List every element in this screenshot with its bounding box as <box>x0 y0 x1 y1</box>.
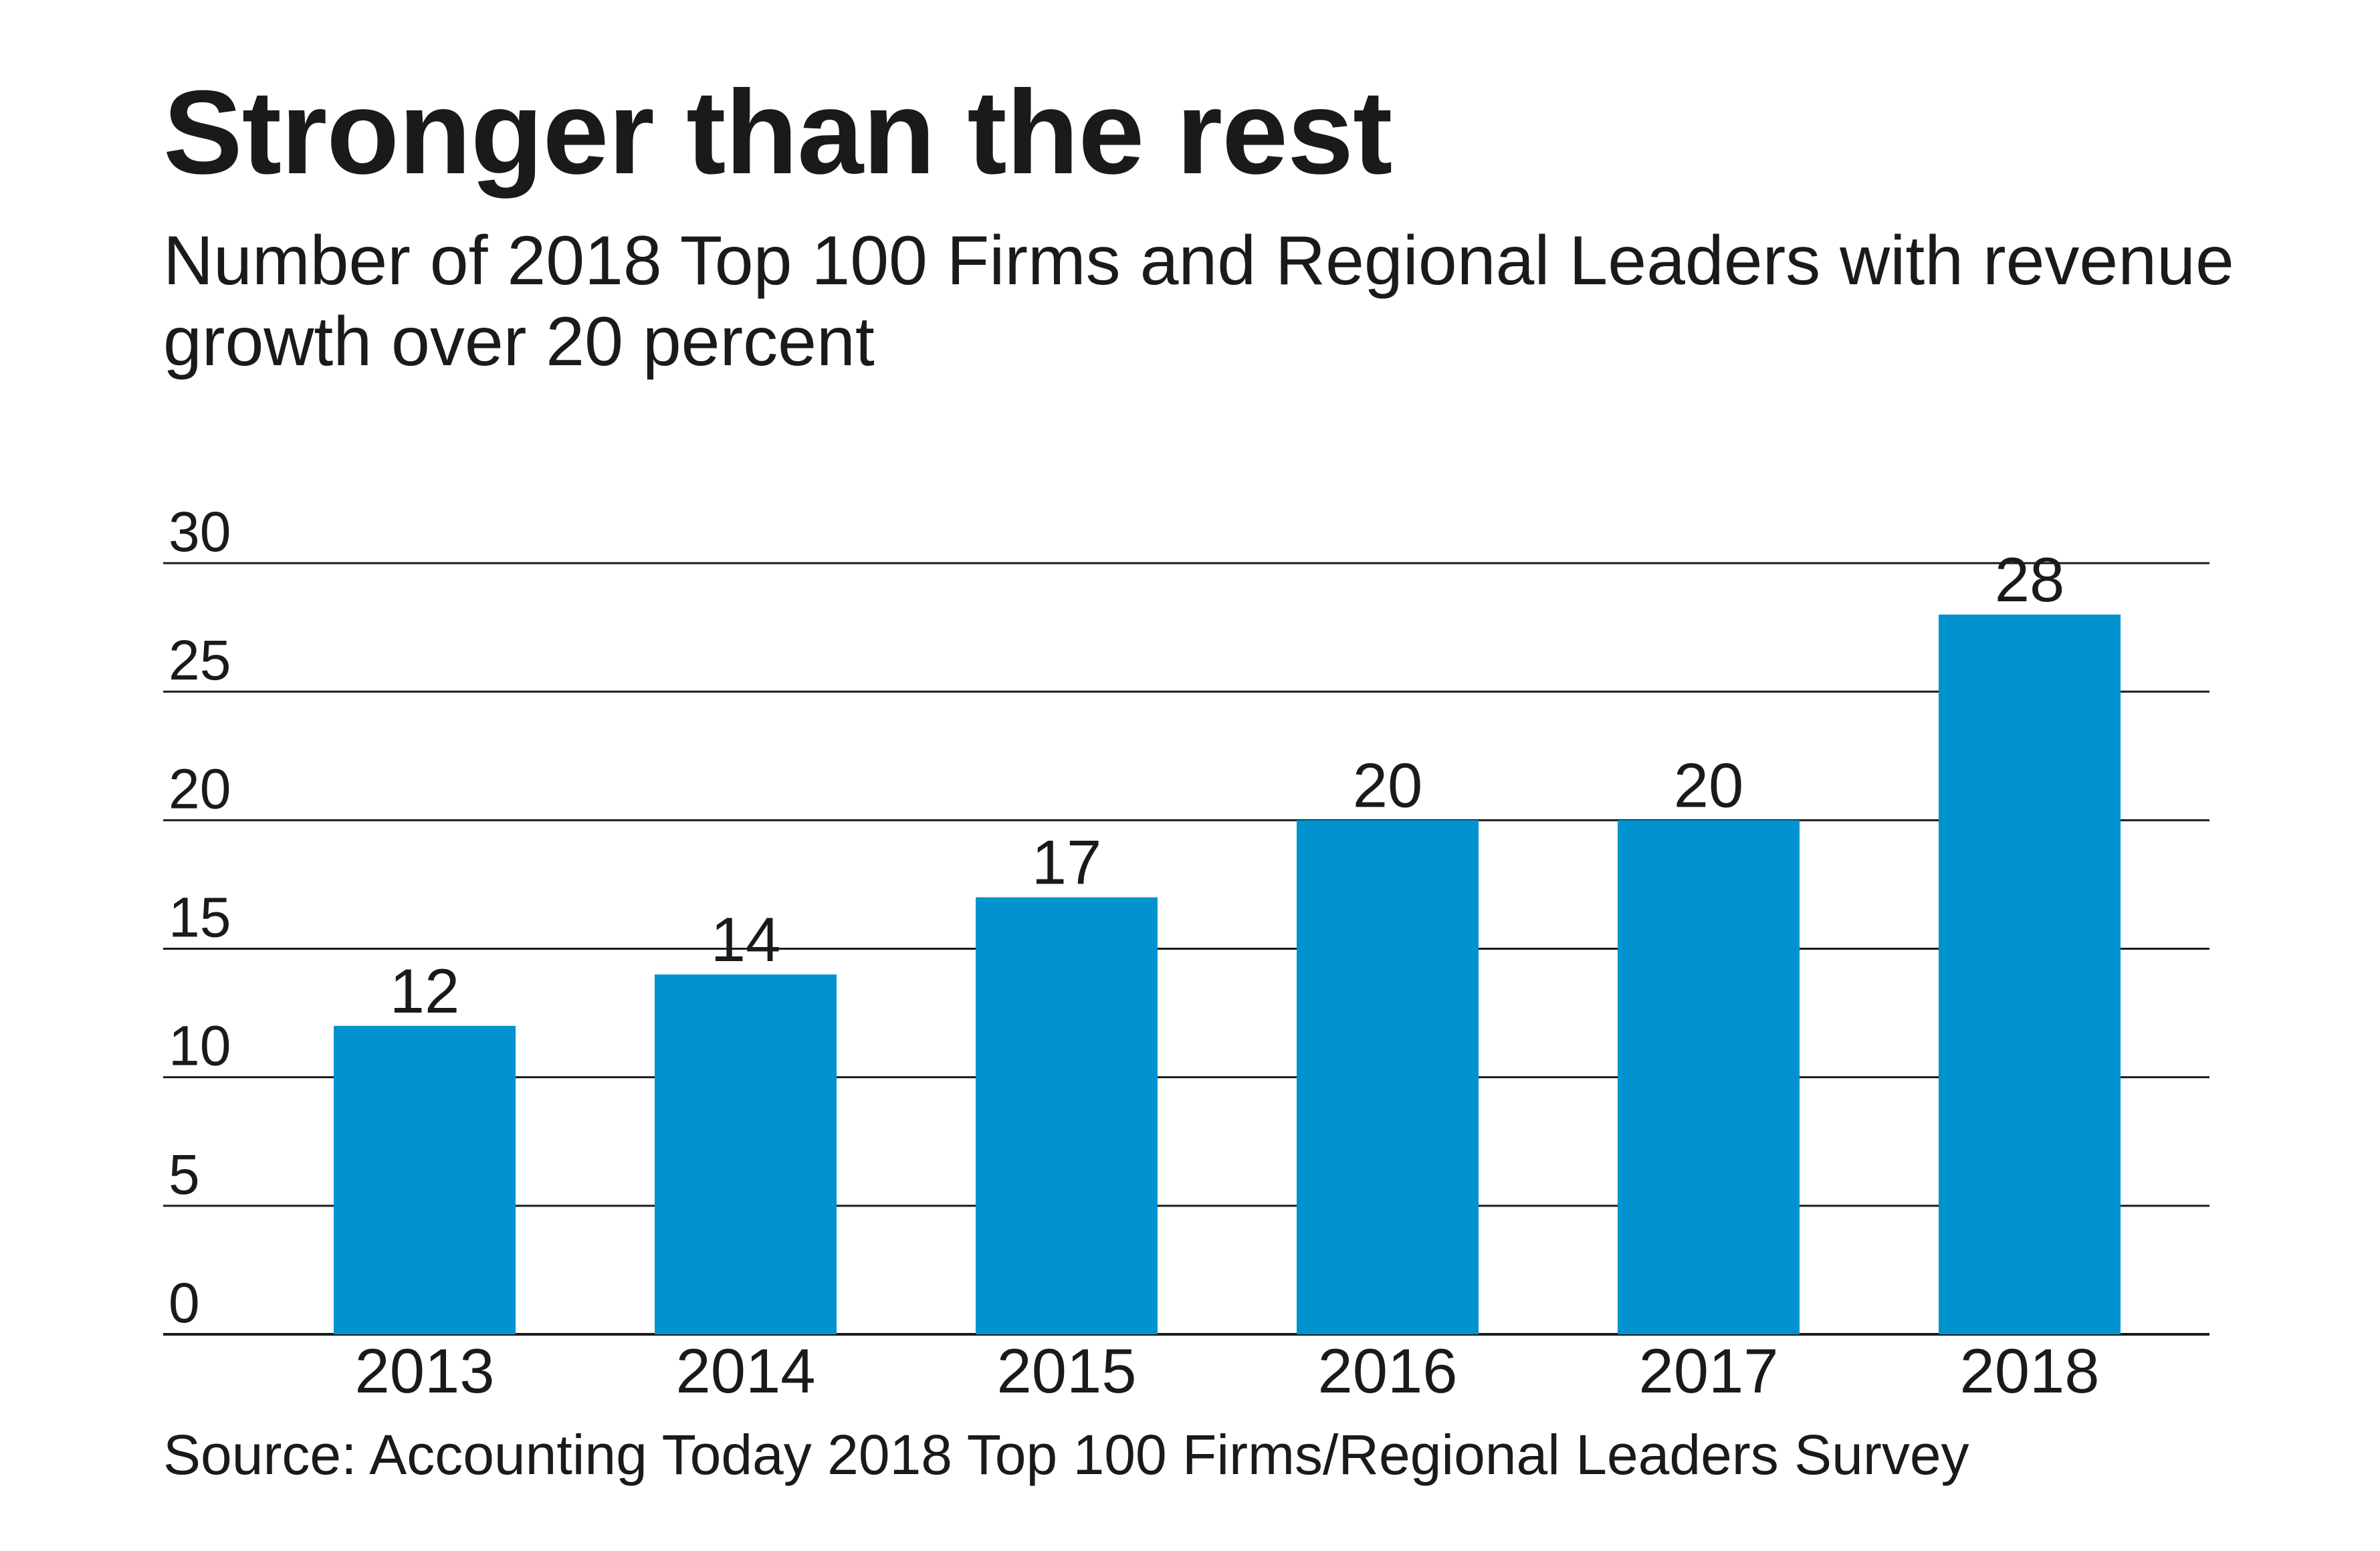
chart-title: Stronger than the rest <box>163 66 1392 199</box>
y-tick-label: 25 <box>169 629 231 692</box>
bar <box>1939 614 2121 1334</box>
chart-subtitle: Number of 2018 Top 100 Firms and Regiona… <box>163 222 2234 381</box>
bar <box>1297 820 1479 1334</box>
data-label: 20 <box>1353 750 1423 820</box>
data-label: 17 <box>1032 827 1102 898</box>
bar <box>976 897 1158 1334</box>
y-tick-label: 5 <box>169 1143 200 1206</box>
y-tick-label: 0 <box>169 1271 200 1334</box>
y-tick-label: 10 <box>169 1015 231 1077</box>
bar <box>655 974 837 1334</box>
y-tick-labels: 0 5 10 15 20 25 30 <box>169 500 231 1334</box>
y-tick-label: 15 <box>169 886 231 949</box>
x-tick-labels: 2013 2014 2015 2016 2017 2018 <box>354 1336 2099 1406</box>
bar <box>1618 820 1800 1334</box>
x-tick-label: 2016 <box>1317 1336 1457 1406</box>
x-tick-label: 2015 <box>996 1336 1136 1406</box>
y-tick-label: 20 <box>169 757 231 820</box>
x-tick-label: 2017 <box>1638 1336 1778 1406</box>
bars <box>334 614 2121 1334</box>
data-label: 12 <box>390 956 460 1026</box>
x-tick-label: 2018 <box>1959 1336 2099 1406</box>
data-label: 14 <box>711 904 781 974</box>
data-label: 28 <box>1995 544 2065 615</box>
data-labels: 12 14 17 20 20 28 <box>390 544 2065 1026</box>
y-tick-label: 30 <box>169 500 231 563</box>
x-tick-label: 2014 <box>675 1336 815 1406</box>
bar <box>334 1025 516 1334</box>
data-label: 20 <box>1674 750 1744 820</box>
x-tick-label: 2013 <box>354 1336 494 1406</box>
source-note: Source: Accounting Today 2018 Top 100 Fi… <box>163 1423 1969 1486</box>
